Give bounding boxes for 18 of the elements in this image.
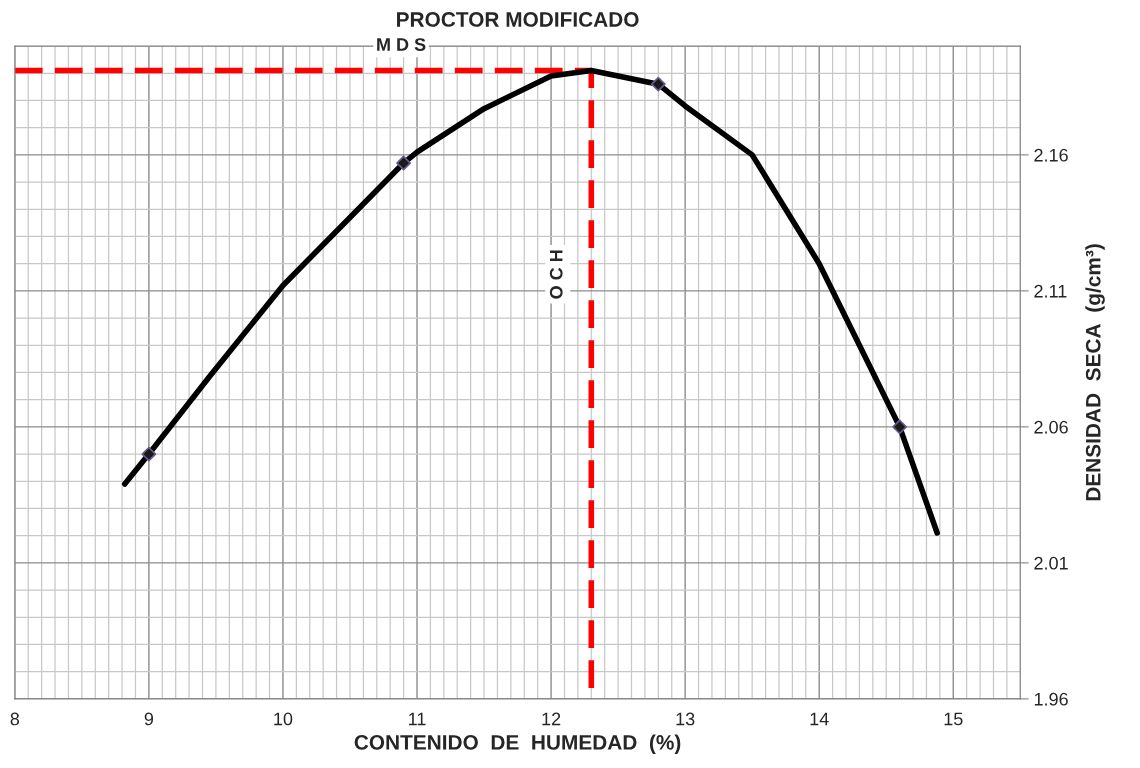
series-label: M D S bbox=[377, 38, 426, 51]
x-tick-label: 10 bbox=[274, 712, 293, 726]
x-tick-label: 12 bbox=[542, 712, 561, 726]
x-axis-title: CONTENIDO DE HUMEDAD (%) bbox=[354, 734, 681, 754]
y-tick-label: 2.11 bbox=[1034, 284, 1067, 298]
x-tick-label: 15 bbox=[944, 712, 963, 726]
chart-title: PROCTOR MODIFICADO bbox=[397, 12, 639, 27]
text: O C H bbox=[549, 250, 563, 299]
y-tick-label: 2.06 bbox=[1034, 420, 1068, 434]
x-tick-label: 13 bbox=[676, 712, 695, 726]
x-tick-label: 9 bbox=[144, 712, 154, 726]
x-tick-label: 11 bbox=[409, 712, 426, 726]
x-tick-label: 8 bbox=[10, 712, 20, 726]
y-tick-label: 2.16 bbox=[1034, 148, 1068, 162]
x-tick-label: 14 bbox=[810, 712, 829, 726]
y-tick-label: 1.96 bbox=[1034, 692, 1068, 706]
y-axis-title: DENSIDAD SECA (g/cm³) bbox=[1085, 244, 1105, 501]
y-tick-label: 2.01 bbox=[1034, 556, 1068, 570]
